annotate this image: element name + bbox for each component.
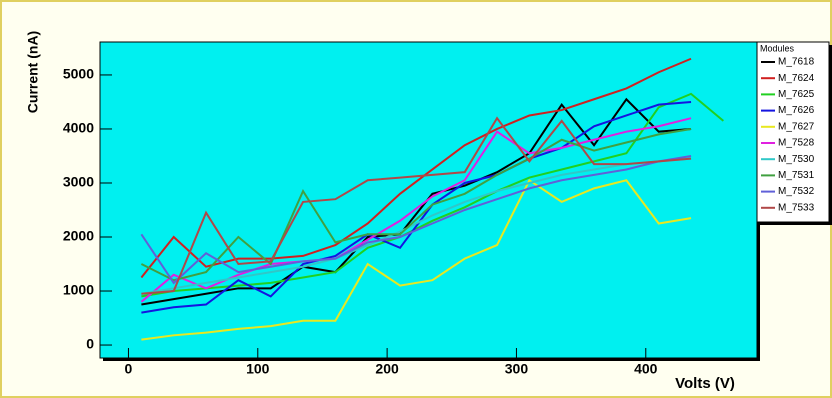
legend-label: M_7618 — [778, 57, 815, 68]
x-axis-label: Volts (V) — [675, 375, 735, 392]
series-line — [140, 57, 692, 279]
x-tick-label: 0 — [125, 361, 133, 377]
y-tick-label: 1000 — [63, 282, 94, 298]
legend-label: M_7533 — [778, 202, 815, 213]
series-line — [141, 116, 692, 295]
legend-label: M_7528 — [778, 138, 815, 149]
x-tick-label: 400 — [634, 361, 658, 377]
y-tick-label: 3000 — [63, 174, 94, 190]
series-line — [140, 127, 692, 282]
y-tick-label: 4000 — [63, 120, 94, 136]
series-line — [140, 117, 692, 303]
series-line — [141, 92, 725, 298]
y-tick-label: 0 — [86, 336, 94, 352]
y-tick-label: 2000 — [63, 228, 94, 244]
legend-label: M_7530 — [778, 154, 815, 165]
x-tick-label: 100 — [246, 361, 270, 377]
legend-title: Modules — [760, 43, 795, 53]
y-axis-label: Current (nA) — [25, 31, 41, 113]
series-line — [141, 157, 692, 295]
series-line — [140, 154, 692, 285]
legend-label: M_7531 — [778, 170, 815, 181]
legend-label: M_7626 — [778, 105, 815, 116]
series-line — [141, 178, 692, 341]
series-line — [141, 100, 692, 314]
legend-label: M_7624 — [778, 73, 815, 84]
y-tick-label: 5000 — [63, 66, 94, 82]
x-tick-label: 200 — [375, 361, 399, 377]
x-tick-label: 300 — [505, 361, 529, 377]
legend-label: M_7625 — [778, 89, 815, 100]
legend-label: M_7532 — [778, 186, 815, 197]
legend-label: M_7627 — [778, 121, 815, 132]
